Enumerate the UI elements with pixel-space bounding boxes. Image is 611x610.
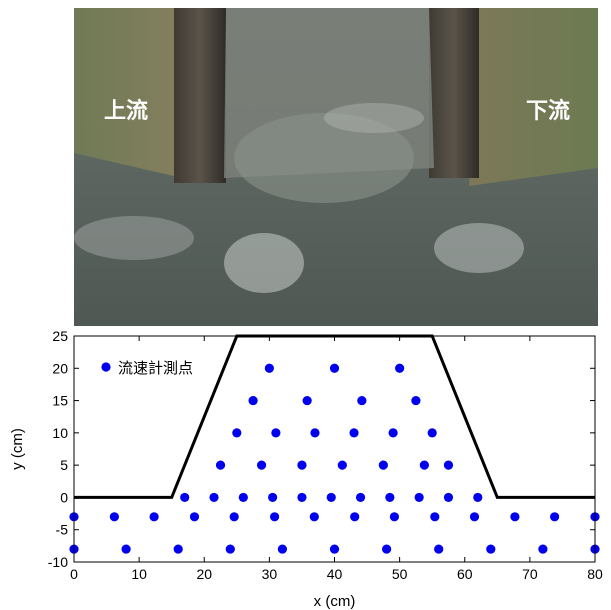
axes: 0 10 20 30 40 50 60 70 80 -10 -5 0 5 10 15 20 25: [48, 328, 603, 582]
measurement-point: [264, 363, 274, 373]
measurement-point: [382, 544, 392, 554]
y-tick-label: 10: [52, 425, 68, 441]
measurement-point: [149, 512, 159, 522]
x-tick-label: 10: [131, 566, 147, 582]
measurement-point: [248, 395, 258, 406]
measurement-point: [121, 544, 131, 554]
y-tick-label: 0: [60, 489, 68, 505]
x-tick-label: 80: [587, 566, 603, 582]
y-tick-label: 25: [52, 328, 68, 344]
measurement-point: [355, 492, 366, 503]
y-tick-label: -5: [56, 522, 69, 538]
measurement-point: [385, 492, 395, 503]
upstream-label: 上流: [104, 98, 148, 124]
x-tick-label: 70: [522, 566, 538, 582]
measurement-point: [486, 544, 496, 554]
measurement-point: [271, 428, 281, 438]
x-tick-label: 0: [70, 566, 78, 582]
measurement-point: [443, 460, 454, 470]
measurement-point: [443, 492, 454, 503]
measurement-point: [510, 512, 520, 522]
measurement-point: [329, 363, 340, 373]
measurement-point: [411, 395, 421, 406]
plot-area: [74, 336, 595, 562]
y-tick-label: -10: [48, 554, 68, 570]
measurement-point: [269, 512, 280, 522]
measurement-point: [209, 492, 219, 503]
measurement-point: [238, 492, 248, 503]
measurement-point: [297, 492, 307, 503]
legend: 流速計測点: [101, 359, 193, 377]
measurement-point: [473, 492, 483, 503]
measurement-point: [256, 460, 267, 470]
measurement-point: [180, 492, 190, 503]
y-tick-label: 15: [52, 393, 68, 409]
measurement-point-chart: 0 10 20 30 40 50 60 70 80 -10 -5 0 5 10 15 20 25 流速計測点 x…: [9, 328, 603, 610]
measurement-point: [414, 492, 424, 503]
y-tick-label: 5: [60, 457, 68, 473]
measurement-point: [302, 395, 312, 406]
legend-marker: [101, 362, 111, 372]
measurement-point: [430, 512, 440, 522]
measurement-point: [388, 428, 398, 438]
measurement-point: [189, 512, 200, 522]
legend-label: 流速計測点: [118, 359, 193, 377]
measurement-point: [173, 544, 183, 554]
x-tick-label: 30: [262, 566, 278, 582]
measurement-point: [297, 460, 307, 470]
measurement-point: [215, 460, 226, 470]
measurement-point: [357, 395, 367, 406]
x-tick-label: 20: [196, 566, 212, 582]
x-tick-label: 60: [457, 566, 473, 582]
y-axis-label: y (cm): [9, 428, 26, 470]
measurement-point: [109, 512, 119, 522]
measurement-point: [310, 428, 320, 438]
measurement-point: [232, 428, 242, 438]
measurement-point: [538, 544, 548, 554]
measurement-point: [350, 512, 360, 522]
measurement-point: [419, 460, 429, 470]
measurement-point: [337, 460, 347, 470]
measurement-point: [469, 512, 480, 522]
x-axis-label: x (cm): [314, 593, 356, 610]
measurement-point: [427, 428, 437, 438]
measurement-point: [378, 460, 388, 470]
y-tick-label: 20: [52, 360, 68, 376]
x-tick-label: 40: [327, 566, 343, 582]
measurement-point: [389, 512, 400, 522]
measurement-point: [309, 512, 319, 522]
measurement-point: [277, 544, 287, 554]
measurement-point: [225, 544, 235, 554]
points-group: [69, 363, 600, 554]
measurement-point: [550, 512, 560, 522]
measurement-point: [329, 544, 340, 554]
measurement-point: [229, 512, 239, 522]
downstream-label: 下流: [526, 98, 570, 124]
measurement-point: [326, 492, 336, 503]
flume-photo: 上流 下流: [74, 8, 598, 326]
measurement-point: [268, 492, 278, 503]
x-tick-label: 50: [392, 566, 408, 582]
measurement-point: [434, 544, 444, 554]
measurement-point: [395, 363, 405, 373]
measurement-point: [349, 428, 359, 438]
